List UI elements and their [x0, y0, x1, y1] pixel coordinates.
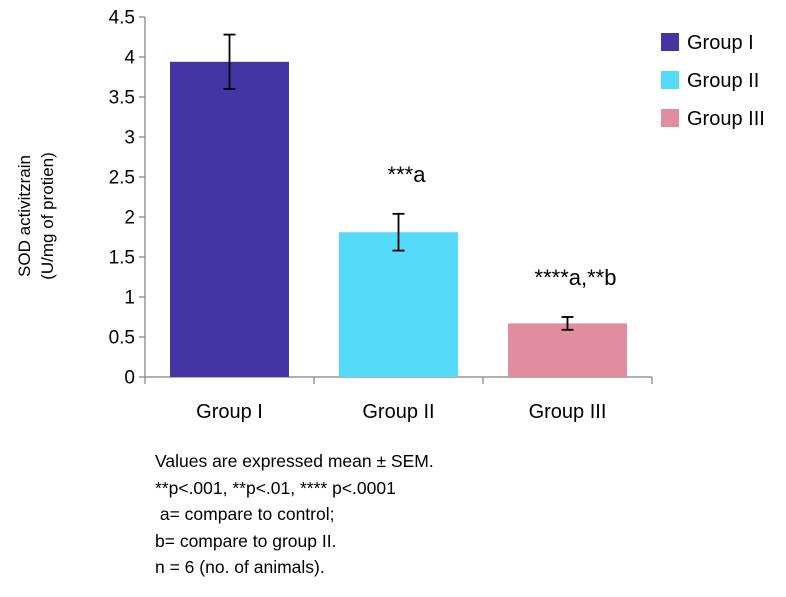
- legend-swatch: [661, 109, 679, 127]
- significance-label: ****a,**b: [535, 265, 617, 290]
- y-tick-label: 2: [124, 208, 135, 229]
- y-axis: 0 0.5 1 1.5 2 2.5 3 3.5 4 4.5: [109, 8, 146, 389]
- significance-annotations: ***a ****a,**b: [388, 162, 617, 290]
- y-axis-label: SOD activitzrain (U/mg of protien): [15, 152, 57, 280]
- legend-label: Group I: [687, 32, 754, 54]
- y-tick-label: 3: [124, 128, 135, 149]
- y-tick-label: 1.5: [109, 248, 135, 269]
- y-tick-label: 2.5: [109, 168, 135, 189]
- x-axis: Group I Group II Group III: [144, 376, 653, 423]
- legend-label: Group III: [687, 108, 765, 130]
- note-line-pvalues: **p<.001, **p<.01, **** p<.0001: [155, 477, 396, 498]
- y-axis-title-line: SOD activitzrain: [15, 155, 34, 277]
- x-category-label: Group III: [529, 401, 607, 423]
- bar: [339, 232, 458, 377]
- y-tick-label: 0.5: [109, 328, 135, 349]
- y-tick-label: 3.5: [109, 88, 135, 109]
- legend-swatch: [661, 33, 679, 51]
- note-line-n: n = 6 (no. of animals).: [155, 557, 325, 577]
- note-line-b: b= compare to group II.: [155, 530, 337, 551]
- legend-label: Group II: [687, 70, 759, 92]
- y-axis-title-line: (U/mg of protien): [38, 152, 57, 280]
- y-tick-label: 4: [124, 48, 135, 69]
- y-axis-title: SOD activitzrain (U/mg of protien): [15, 152, 57, 280]
- bars: [170, 61, 627, 378]
- note-line-a: a= compare to control;: [155, 504, 335, 524]
- y-tick-label: 4.5: [109, 8, 135, 29]
- legend-swatch: [661, 71, 679, 89]
- error-bars: [223, 33, 574, 331]
- chart-notes: Values are expressed mean ± SEM. **p<.00…: [155, 448, 434, 581]
- bar: [170, 61, 289, 378]
- bar: [508, 323, 627, 377]
- sod-bar-chart: SOD activitzrain (U/mg of protien) 0 0.5 1 1…: [15, 8, 765, 424]
- significance-label: ***a: [388, 162, 427, 187]
- x-category-label: Group I: [196, 401, 263, 423]
- y-tick-label: 1: [124, 288, 135, 309]
- y-tick-label: 0: [124, 368, 135, 389]
- note-line-sem: Values are expressed mean ± SEM.: [155, 451, 434, 471]
- legend: Group I Group II Group III: [661, 32, 765, 130]
- x-category-label: Group II: [362, 401, 434, 423]
